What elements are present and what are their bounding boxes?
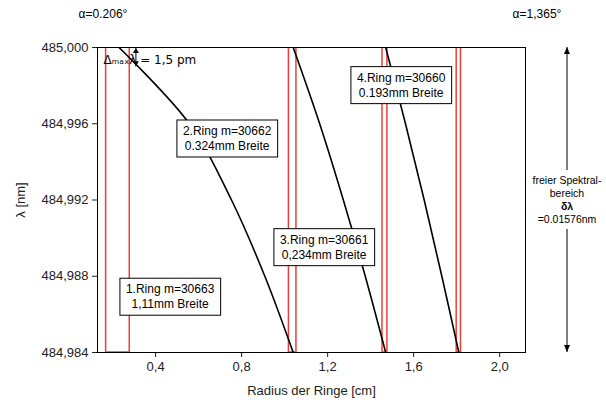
svg-text:484,996: 484,996 xyxy=(42,116,89,131)
svg-text:484,984: 484,984 xyxy=(42,345,89,360)
svg-text:1,6: 1,6 xyxy=(405,359,423,374)
svg-text:484,988: 484,988 xyxy=(42,268,89,283)
svg-text:α=1,365°: α=1,365° xyxy=(513,7,562,21)
svg-text:0,8: 0,8 xyxy=(233,359,251,374)
svg-text:λ [nm]: λ [nm] xyxy=(13,182,28,217)
svg-text:=0.01576nm: =0.01576nm xyxy=(538,213,597,225)
svg-text:1.Ring m=306631,11mm Breite: 1.Ring m=306631,11mm Breite xyxy=(126,282,215,311)
svg-text:0,4: 0,4 xyxy=(147,359,165,374)
svg-text:484,992: 484,992 xyxy=(42,192,89,207)
svg-text:3.Ring m=306610,234mm Breite: 3.Ring m=306610,234mm Breite xyxy=(280,233,369,262)
svg-text:bereich: bereich xyxy=(550,187,585,199)
svg-text:2.Ring m=306620.324mm Breite: 2.Ring m=306620.324mm Breite xyxy=(183,124,272,153)
svg-text:485,000: 485,000 xyxy=(42,40,89,55)
svg-text:δλ: δλ xyxy=(561,200,573,212)
svg-text:4.Ring m=306600.193mm Breite: 4.Ring m=306600.193mm Breite xyxy=(357,71,446,100)
svg-text:1,2: 1,2 xyxy=(319,359,337,374)
svg-text:Δₘₐₓλ = 1,5 pm: Δₘₐₓλ = 1,5 pm xyxy=(104,53,197,67)
svg-text:freier Spektral-: freier Spektral- xyxy=(533,174,602,186)
svg-text:α=0.206°: α=0.206° xyxy=(79,7,128,21)
svg-text:Radius der Ringe [cm]: Radius der Ringe [cm] xyxy=(247,383,376,398)
svg-text:2,0: 2,0 xyxy=(491,359,509,374)
